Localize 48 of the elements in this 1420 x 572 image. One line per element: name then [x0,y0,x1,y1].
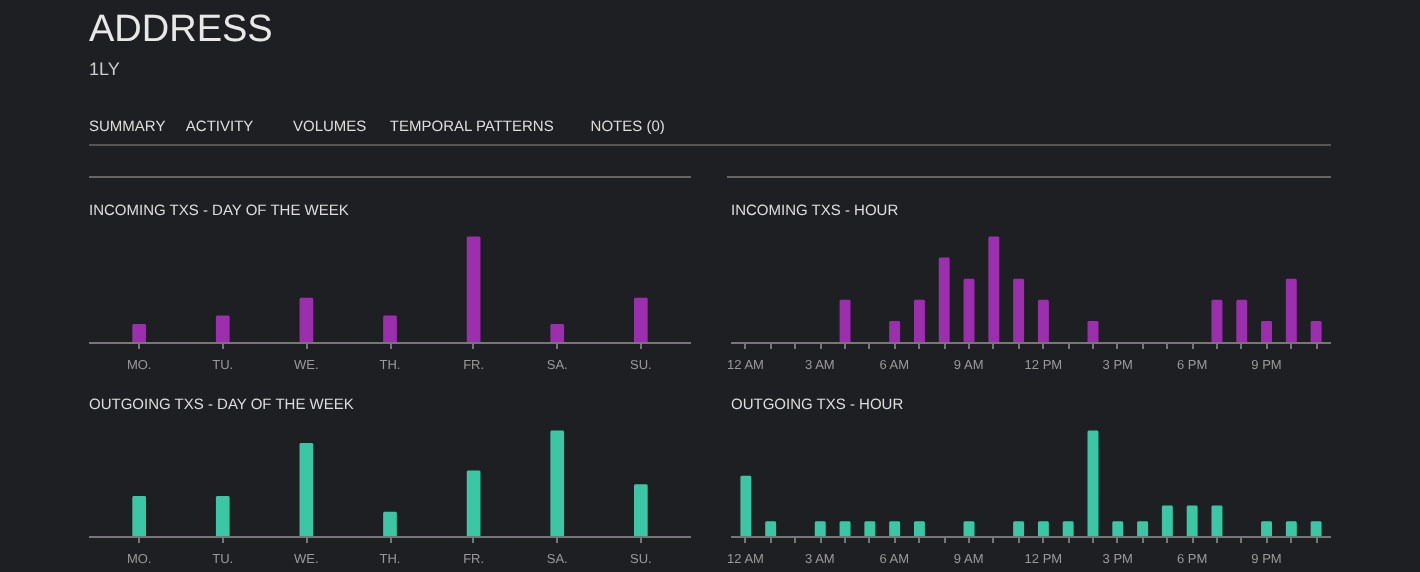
bar [839,521,851,537]
bar [1013,521,1025,537]
bar [913,521,925,537]
bar [550,430,565,537]
bar [1310,320,1322,343]
bar [1087,430,1099,537]
bar [215,495,230,537]
bar [963,278,975,343]
bar [383,315,397,343]
bar [215,315,230,343]
bar [466,470,481,537]
bar [633,484,648,537]
bar [1013,278,1025,343]
bar [1310,521,1322,537]
bar [765,521,777,537]
bar [132,495,147,537]
bar [814,521,826,537]
bar [1062,521,1074,537]
bar [633,297,648,343]
bar [1186,505,1198,537]
bar [1161,505,1173,537]
bar [889,320,901,343]
bar [938,257,950,343]
bar [913,299,925,343]
text: ADDRESS [89,9,273,51]
bar [1137,521,1149,537]
bar [740,475,752,537]
bar [988,236,1000,343]
bar [1261,320,1272,343]
bar [299,297,314,343]
bar [1112,521,1124,537]
bar [1285,278,1297,343]
bar [839,299,851,343]
bar [550,324,565,343]
text: 1LY [89,59,120,79]
bar [1211,299,1223,343]
bar [889,521,901,537]
bar [299,443,314,537]
bar [383,511,397,537]
bar [1285,521,1297,537]
bar [1037,299,1049,343]
bar [1037,521,1049,537]
bar [1236,299,1248,343]
bar [1261,521,1272,537]
bar [864,521,876,537]
bar [466,236,481,343]
bar [132,324,147,343]
bar [1211,505,1223,537]
